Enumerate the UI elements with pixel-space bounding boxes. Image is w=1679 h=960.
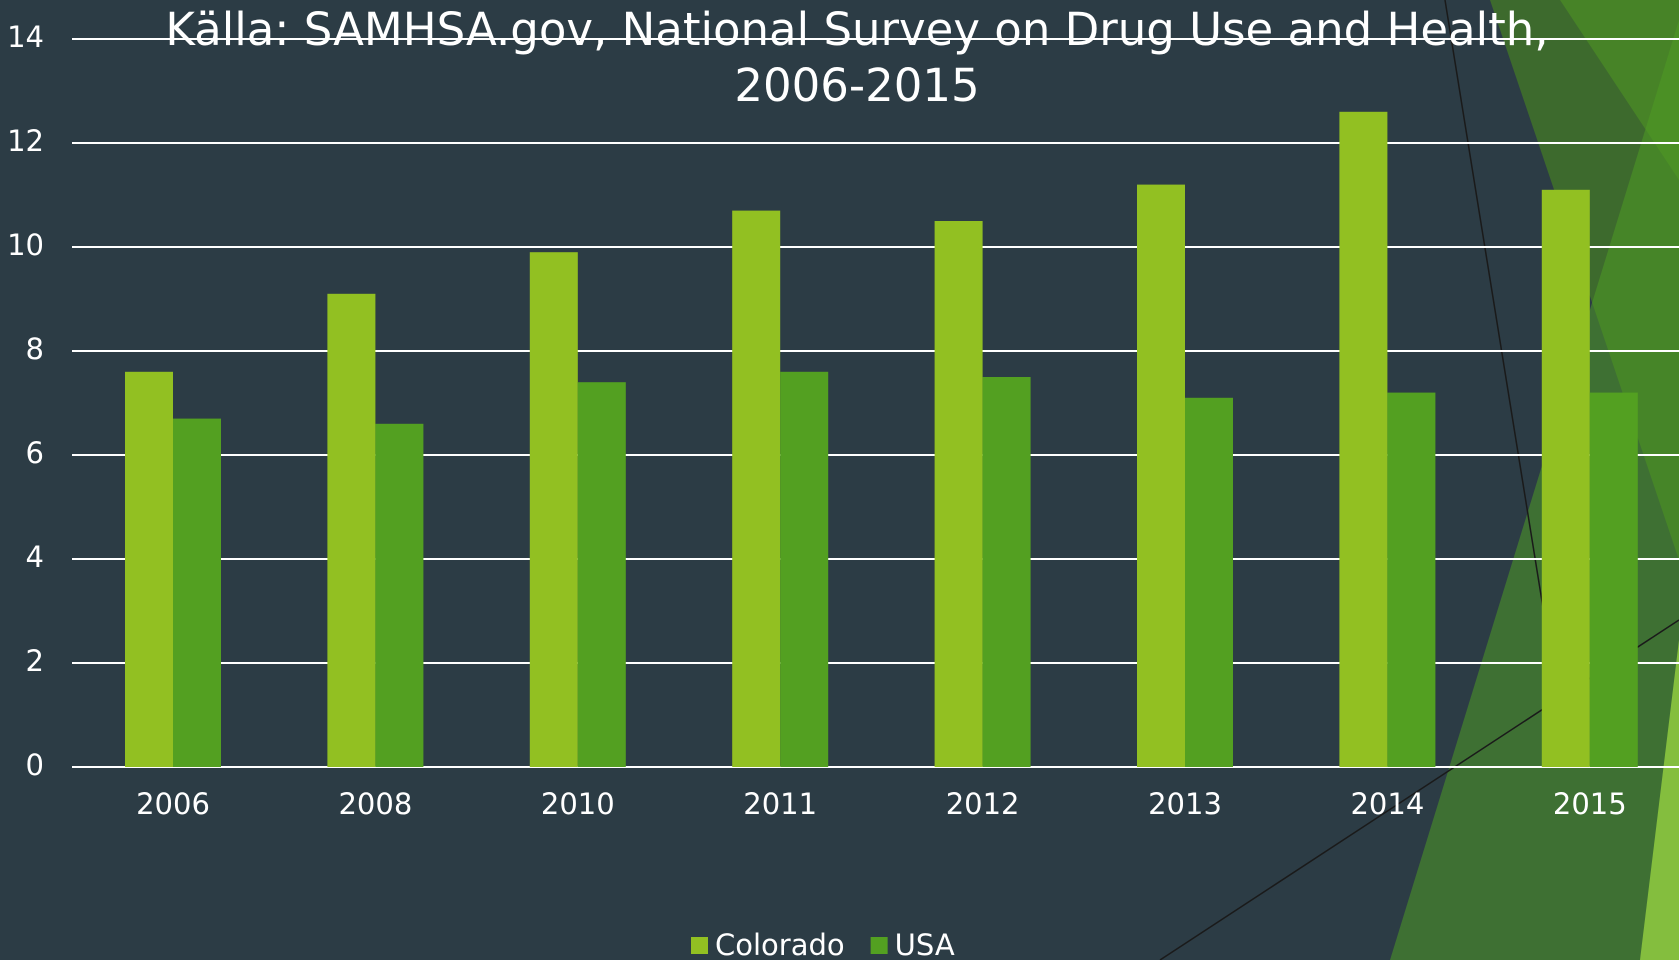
bar bbox=[125, 371, 173, 767]
x-tick-label: 2012 bbox=[946, 787, 1020, 821]
x-tick-label: 2006 bbox=[136, 787, 210, 821]
bar bbox=[1339, 111, 1388, 768]
x-tick-label: 2014 bbox=[1350, 787, 1424, 821]
legend-swatch bbox=[691, 937, 708, 954]
bar bbox=[982, 377, 1031, 767]
bar bbox=[327, 293, 376, 767]
y-tick-label: 12 bbox=[7, 124, 44, 158]
y-tick-label: 6 bbox=[26, 436, 44, 470]
y-tick-label: 10 bbox=[7, 228, 44, 262]
bar bbox=[1589, 392, 1638, 767]
bar bbox=[529, 252, 578, 767]
y-tick-label: 8 bbox=[26, 332, 44, 366]
bar bbox=[1185, 397, 1233, 767]
x-tick-label: 2013 bbox=[1148, 787, 1222, 821]
legend-label: USA bbox=[895, 928, 955, 960]
decor-line bbox=[1444, 0, 1546, 621]
x-tick-label: 2010 bbox=[541, 787, 615, 821]
bar bbox=[1387, 392, 1436, 767]
legend-swatch bbox=[870, 937, 888, 954]
bar bbox=[732, 210, 781, 768]
bar bbox=[1541, 189, 1590, 768]
x-tick-label: 2008 bbox=[338, 787, 412, 821]
bar bbox=[1137, 184, 1185, 768]
y-tick-label: 4 bbox=[26, 540, 44, 574]
bar bbox=[934, 221, 983, 767]
decor-triangle bbox=[1640, 640, 1679, 960]
y-tick-label: 0 bbox=[26, 748, 44, 782]
bar bbox=[173, 418, 221, 767]
bar bbox=[577, 382, 626, 767]
bar bbox=[780, 371, 829, 767]
chart-title: Källa: SAMHSA.gov, National Survey on Dr… bbox=[165, 3, 1549, 112]
y-tick-label: 2 bbox=[26, 644, 44, 678]
x-tick-label: 2015 bbox=[1553, 787, 1627, 821]
legend-label: Colorado bbox=[715, 928, 845, 960]
y-tick-label: 14 bbox=[7, 20, 44, 54]
bar bbox=[375, 423, 424, 767]
x-tick-label: 2011 bbox=[743, 787, 817, 821]
